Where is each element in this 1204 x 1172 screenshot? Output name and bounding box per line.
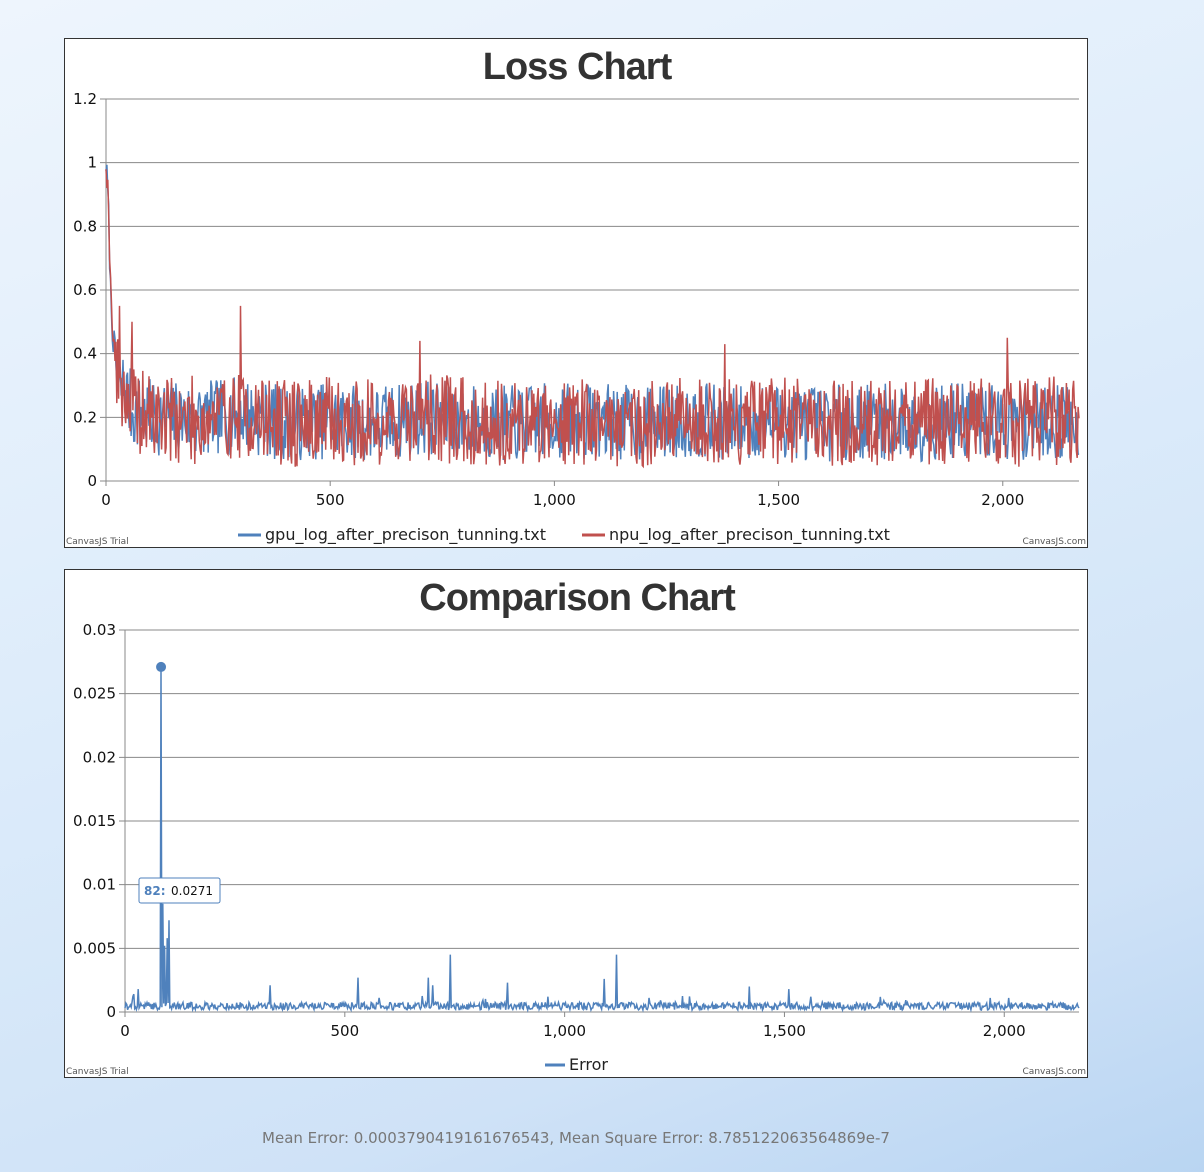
loss-chart-title: Loss Chart (483, 46, 673, 88)
comparison-tooltip: 82: 0.0271 (138, 877, 221, 904)
x-tick-label: 500 (316, 491, 345, 509)
x-tick-label: 1,000 (533, 491, 576, 509)
y-tick-label: 0.8 (73, 217, 97, 235)
y-tick-label: 0.01 (83, 876, 116, 894)
comparison-x-axis: 0 500 1,000 1,500 2,000 (120, 1012, 1026, 1040)
y-tick-label: 1.2 (73, 90, 97, 108)
y-tick-label: 0 (106, 1003, 116, 1021)
highlighted-point[interactable] (156, 661, 167, 672)
comparison-y-axis: 0 0.005 0.01 0.015 0.02 0.025 0.03 (73, 621, 116, 1021)
canvasjs-site-credit[interactable]: CanvasJS.com (1023, 1067, 1086, 1077)
canvasjs-site-credit[interactable]: CanvasJS.com (1023, 537, 1086, 547)
canvasjs-trial-credit: CanvasJS Trial (66, 537, 129, 547)
comparison-chart: Comparison Chart 0 0.005 0.01 0.015 0.02 0.02… (66, 577, 1086, 1077)
loss-y-axis: 0 0.2 0.4 0.6 0.8 1 1.2 (73, 90, 97, 490)
x-tick-label: 0 (120, 1022, 130, 1040)
x-tick-label: 1,500 (757, 491, 800, 509)
y-tick-label: 0.4 (73, 345, 97, 363)
y-tick-label: 0.6 (73, 281, 97, 299)
loss-series-group (105, 164, 1080, 469)
x-tick-label: 0 (101, 491, 111, 509)
x-tick-label: 1,500 (763, 1022, 806, 1040)
y-tick-label: 0.005 (73, 939, 116, 957)
tooltip-x-label: 82: (144, 884, 166, 898)
comparison-grid (119, 629, 1079, 1013)
y-tick-label: 1 (87, 154, 97, 172)
y-tick-label: 0 (87, 472, 97, 490)
y-tick-label: 0.02 (83, 748, 116, 766)
y-tick-label: 0.2 (73, 408, 97, 426)
error-line (124, 666, 1080, 1013)
x-tick-label: 1,000 (543, 1022, 586, 1040)
comparison-legend[interactable]: Error (545, 1055, 608, 1074)
comparison-chart-title: Comparison Chart (419, 577, 736, 619)
x-tick-label: 500 (330, 1022, 359, 1040)
npu-loss-line (105, 169, 1080, 469)
canvasjs-trial-credit: CanvasJS Trial (66, 1067, 129, 1077)
y-tick-label: 0.03 (83, 621, 116, 639)
y-tick-label: 0.015 (73, 812, 116, 830)
comparison-chart-panel: Comparison Chart 0 0.005 0.01 0.015 0.02 0.02… (64, 569, 1088, 1078)
legend-npu-label[interactable]: npu_log_after_precison_tunning.txt (609, 525, 890, 545)
comparison-series-group (124, 661, 1080, 1013)
x-tick-label: 2,000 (981, 491, 1024, 509)
legend-error-label[interactable]: Error (569, 1055, 608, 1074)
legend-gpu-label[interactable]: gpu_log_after_precison_tunning.txt (265, 525, 546, 545)
y-tick-label: 0.025 (73, 685, 116, 703)
tooltip-value: 0.0271 (171, 884, 213, 898)
loss-chart-panel: Loss Chart 0 0.2 0.4 0.6 0.8 1 1.2 0 500 1,000 1,… (64, 38, 1088, 548)
loss-legend[interactable]: gpu_log_after_precison_tunning.txt npu_l… (238, 525, 890, 545)
loss-chart: Loss Chart 0 0.2 0.4 0.6 0.8 1 1.2 0 500 1,000 1,… (66, 46, 1086, 547)
tooltip-box (138, 877, 221, 904)
error-stats-text: Mean Error: 0.0003790419161676543, Mean … (262, 1129, 890, 1147)
loss-x-axis: 0 500 1,000 1,500 2,000 (101, 481, 1024, 509)
x-tick-label: 2,000 (983, 1022, 1026, 1040)
